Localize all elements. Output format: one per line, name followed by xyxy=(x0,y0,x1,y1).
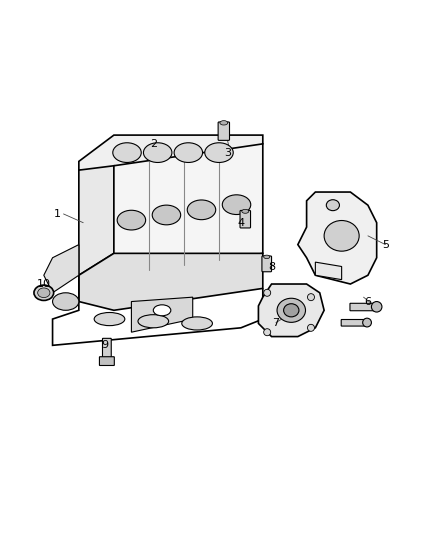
Ellipse shape xyxy=(187,200,216,220)
Circle shape xyxy=(264,289,271,296)
Text: 4: 4 xyxy=(237,217,244,228)
Polygon shape xyxy=(79,166,114,275)
Ellipse shape xyxy=(38,288,50,297)
Polygon shape xyxy=(44,245,79,293)
Polygon shape xyxy=(131,297,193,332)
Circle shape xyxy=(307,294,314,301)
FancyBboxPatch shape xyxy=(218,122,230,140)
Polygon shape xyxy=(258,284,324,336)
Ellipse shape xyxy=(220,120,228,125)
FancyBboxPatch shape xyxy=(99,357,114,366)
FancyBboxPatch shape xyxy=(102,338,111,364)
Ellipse shape xyxy=(284,304,299,317)
FancyBboxPatch shape xyxy=(240,211,251,228)
Ellipse shape xyxy=(277,298,306,322)
Text: 10: 10 xyxy=(37,279,51,289)
Ellipse shape xyxy=(324,221,359,251)
Circle shape xyxy=(264,329,271,336)
Polygon shape xyxy=(79,135,263,170)
FancyBboxPatch shape xyxy=(262,256,272,272)
Text: 9: 9 xyxy=(102,341,109,350)
Ellipse shape xyxy=(242,209,249,213)
FancyBboxPatch shape xyxy=(341,319,366,326)
Polygon shape xyxy=(298,192,377,284)
Ellipse shape xyxy=(117,211,145,230)
Circle shape xyxy=(363,318,371,327)
Ellipse shape xyxy=(182,317,212,330)
FancyBboxPatch shape xyxy=(350,303,375,311)
Text: 8: 8 xyxy=(268,262,275,271)
Ellipse shape xyxy=(34,285,53,301)
Polygon shape xyxy=(114,144,263,275)
Text: 3: 3 xyxy=(224,148,231,158)
Ellipse shape xyxy=(113,143,141,163)
Ellipse shape xyxy=(53,293,79,310)
Ellipse shape xyxy=(94,312,125,326)
Ellipse shape xyxy=(264,255,270,259)
Circle shape xyxy=(371,302,382,312)
Ellipse shape xyxy=(152,205,180,225)
Text: 2: 2 xyxy=(150,139,157,149)
Polygon shape xyxy=(315,262,342,280)
Ellipse shape xyxy=(143,143,172,163)
Ellipse shape xyxy=(326,200,339,211)
Ellipse shape xyxy=(138,314,169,328)
Circle shape xyxy=(307,324,314,332)
Text: 6: 6 xyxy=(364,296,371,306)
Text: 7: 7 xyxy=(272,318,279,328)
Text: 5: 5 xyxy=(382,240,389,249)
Polygon shape xyxy=(79,253,263,310)
Ellipse shape xyxy=(153,305,171,316)
Ellipse shape xyxy=(174,143,203,163)
Ellipse shape xyxy=(222,195,251,214)
Text: 1: 1 xyxy=(53,209,60,219)
Ellipse shape xyxy=(205,143,233,163)
